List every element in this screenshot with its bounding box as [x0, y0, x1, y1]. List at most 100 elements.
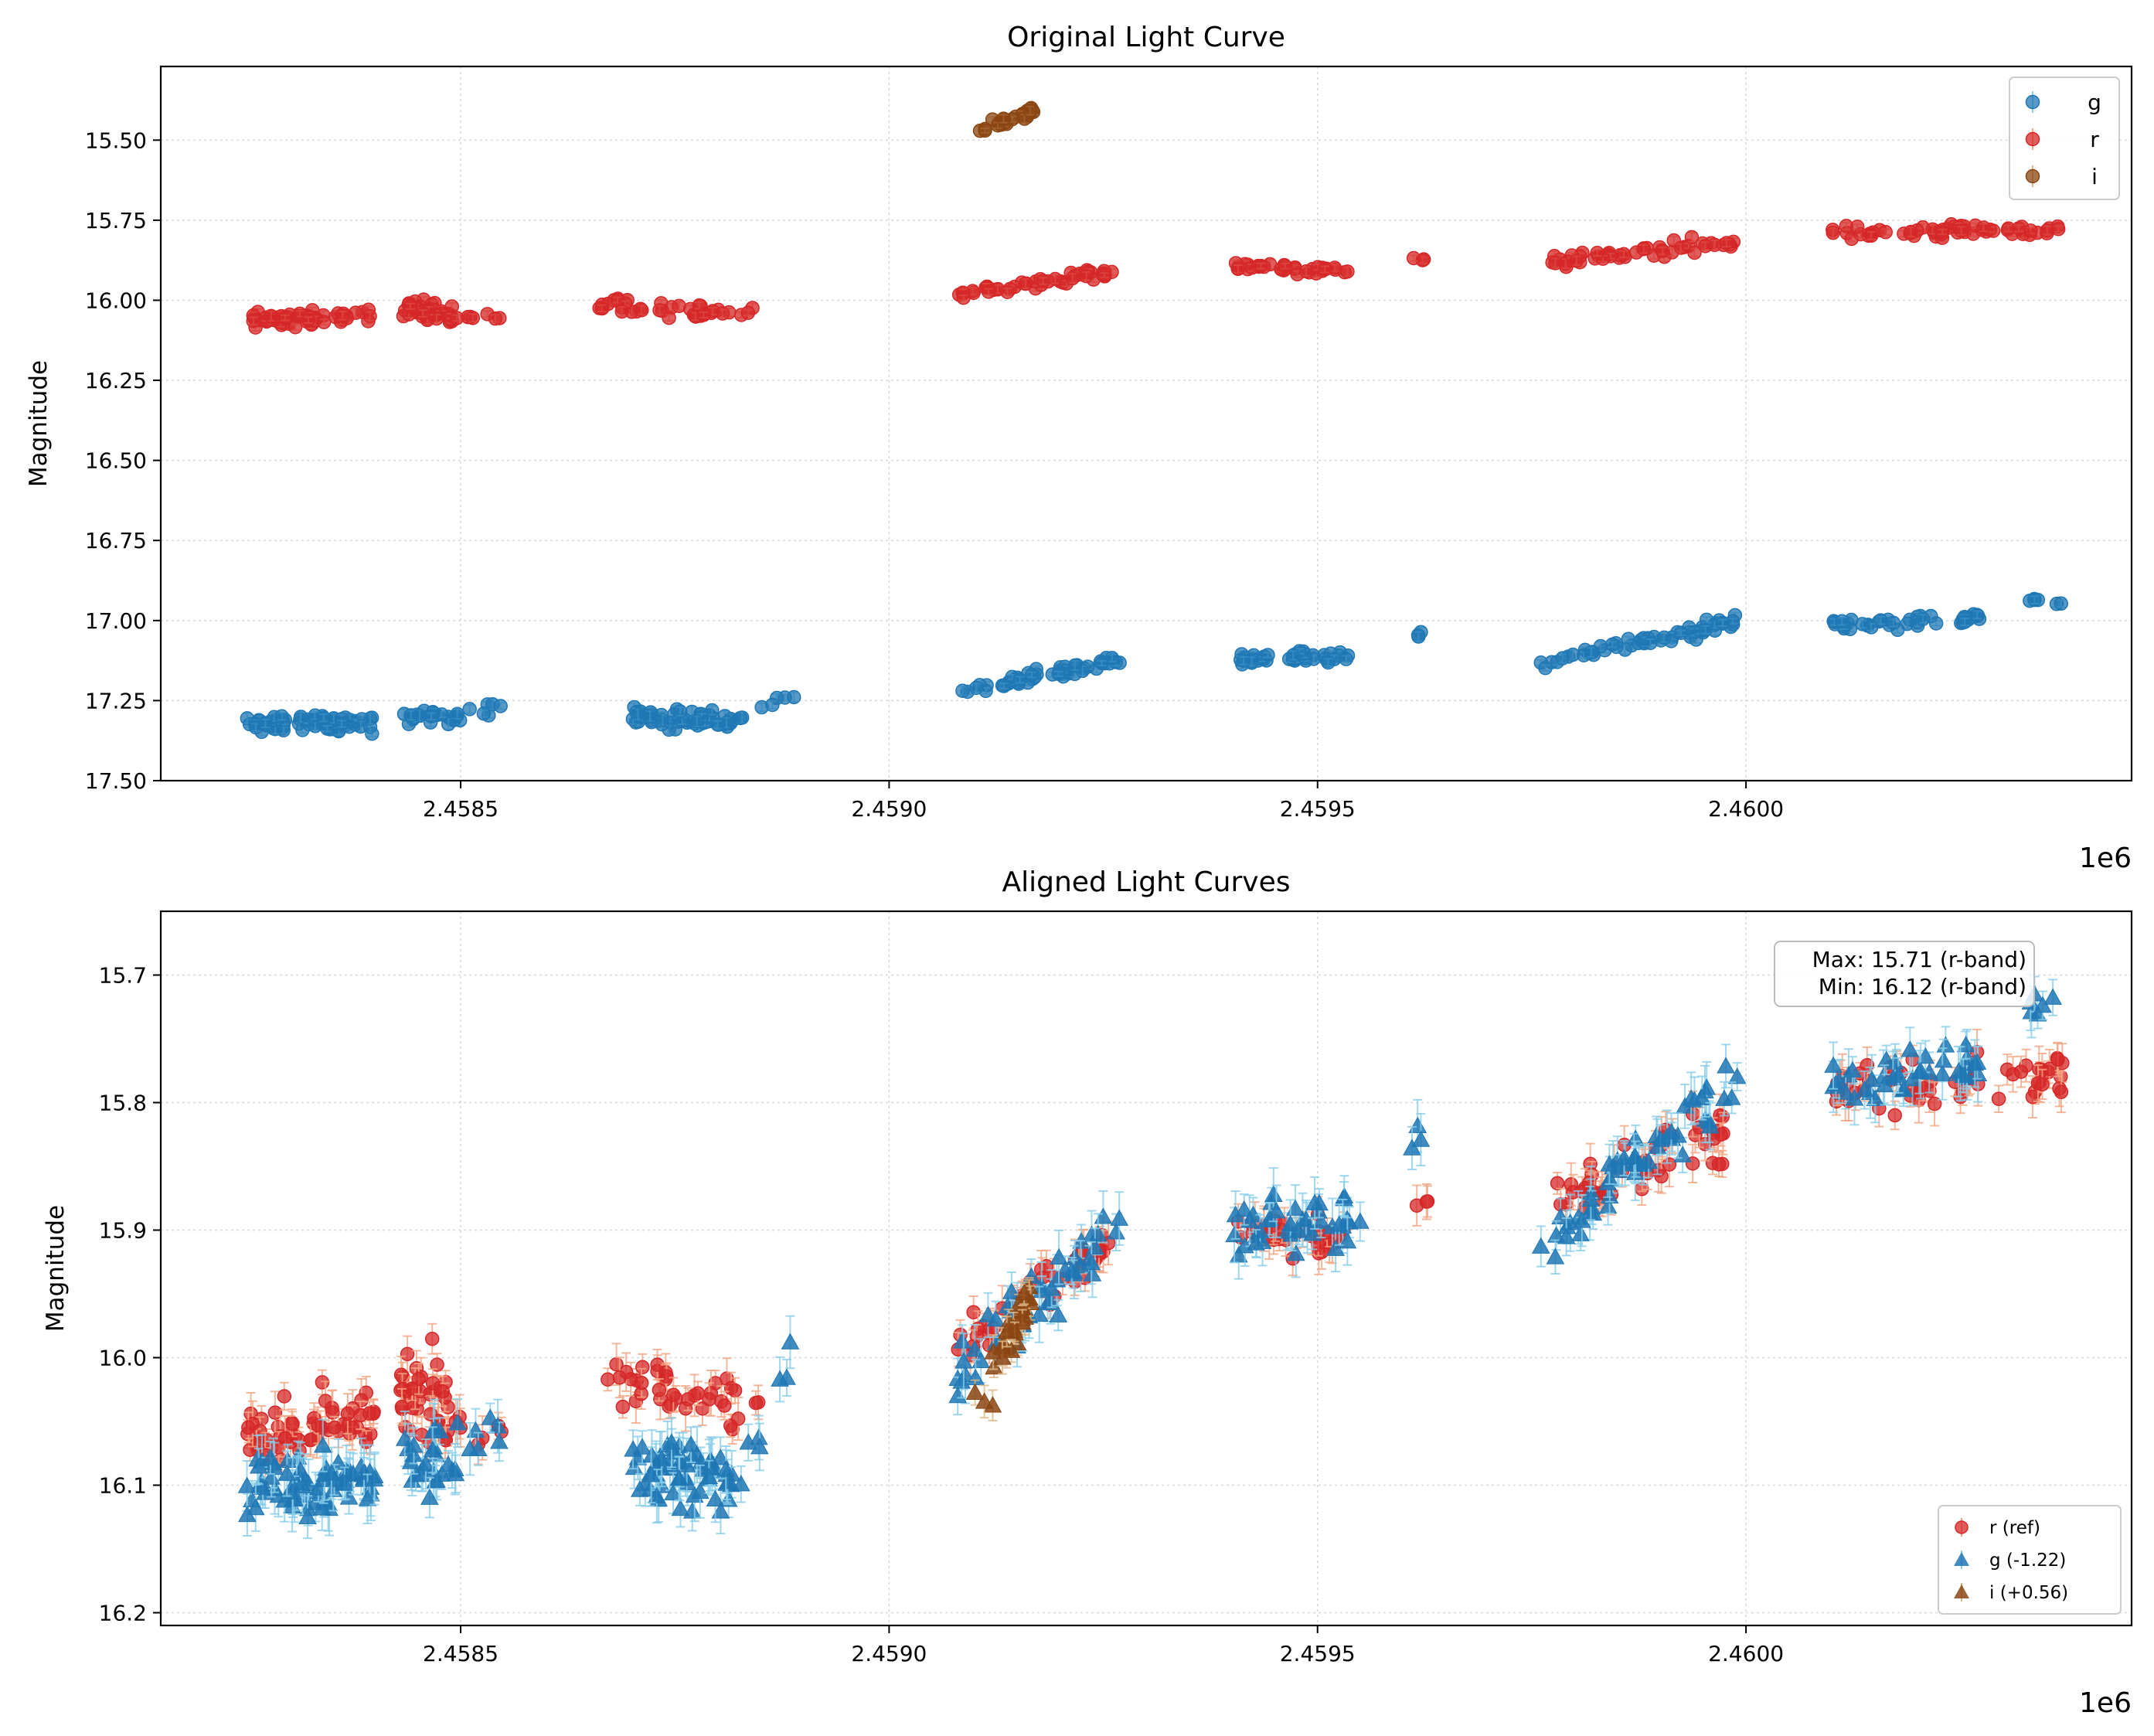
data-point [996, 679, 1012, 693]
x-tick-label: 2.4590 [851, 796, 927, 822]
data-point [1000, 284, 1015, 299]
plot-area [240, 100, 2069, 741]
data-point [727, 1383, 743, 1398]
y-axis-label: Magnitude [25, 360, 53, 487]
data-point [1636, 241, 1651, 257]
data-point [441, 717, 456, 732]
series-i [972, 100, 1041, 138]
data-point [1254, 258, 1268, 274]
data-point [647, 1486, 666, 1504]
data-point [705, 703, 720, 718]
legend: gri [2009, 77, 2120, 200]
data-point [262, 1468, 281, 1485]
legend-label: r [2090, 127, 2099, 152]
data-point [1285, 648, 1301, 663]
data-point [1261, 648, 1275, 662]
data-point [609, 1356, 624, 1372]
data-point [488, 311, 503, 326]
data-point [1935, 224, 1950, 240]
data-point [2025, 1089, 2040, 1105]
data-point [2006, 1067, 2020, 1082]
data-point [465, 311, 481, 325]
data-point [325, 1405, 340, 1420]
data-point [1687, 245, 1702, 260]
data-point [430, 1357, 444, 1372]
data-point [1886, 615, 1901, 631]
data-point [1604, 637, 1620, 652]
data-point [401, 1452, 420, 1469]
data-point [362, 308, 377, 324]
data-point [264, 308, 279, 324]
data-point [1079, 268, 1094, 284]
data-point [711, 1502, 730, 1519]
data-point [493, 699, 508, 713]
legend-marker [2025, 94, 2040, 110]
data-point [1878, 224, 1893, 240]
data-point [254, 1478, 272, 1495]
data-point [316, 315, 332, 329]
data-point [1835, 614, 1849, 629]
data-point [659, 1369, 674, 1384]
data-point [594, 301, 609, 316]
data-point [298, 1507, 317, 1525]
data-point [1976, 220, 1991, 235]
data-point [1048, 271, 1063, 287]
data-point [748, 1395, 764, 1411]
data-point [293, 710, 308, 724]
data-point [1094, 655, 1109, 671]
data-point [308, 1479, 328, 1496]
data-point [488, 1417, 507, 1434]
data-point [955, 683, 970, 698]
data-point [662, 310, 676, 325]
data-point [642, 709, 658, 723]
data-point [672, 704, 688, 719]
x-tick-label: 2.4585 [423, 796, 499, 822]
data-point [1969, 608, 1985, 622]
data-point [765, 697, 780, 713]
data-point [358, 1489, 377, 1506]
data-point [1590, 246, 1604, 260]
data-point [288, 320, 303, 335]
data-point [462, 702, 477, 717]
data-point [301, 312, 316, 328]
data-point [466, 1421, 485, 1438]
data-point [476, 706, 492, 721]
data-point [2035, 1077, 2050, 1092]
data-point [393, 1367, 409, 1382]
data-point [2054, 1084, 2069, 1099]
data-point [394, 1400, 410, 1414]
data-point [353, 719, 368, 734]
data-point [316, 710, 331, 726]
data-point [1012, 672, 1027, 687]
data-point [786, 689, 801, 705]
data-point [417, 1455, 435, 1472]
y-tick-label: 16.00 [85, 288, 147, 313]
data-point [354, 1393, 369, 1408]
data-point [1278, 259, 1293, 274]
data-point [344, 1464, 362, 1482]
data-point [681, 1392, 696, 1407]
data-point [1616, 247, 1632, 262]
data-point [966, 1305, 981, 1319]
series-g [240, 591, 2069, 741]
data-point [1569, 254, 1584, 268]
data-point [481, 1408, 500, 1425]
data-point [1036, 274, 1050, 288]
data-point [1299, 264, 1314, 279]
data-point [2027, 592, 2042, 608]
data-point [630, 1480, 649, 1497]
data-point [246, 1498, 265, 1516]
data-point [277, 1389, 292, 1404]
data-point [1711, 1157, 1727, 1172]
data-point [490, 1432, 509, 1449]
data-point [403, 708, 418, 723]
data-point [969, 680, 984, 696]
data-point [1340, 264, 1355, 279]
data-point [1065, 271, 1080, 286]
data-point [1097, 267, 1112, 283]
y-tick-label: 17.00 [85, 608, 147, 634]
ticks: 2.4585 2.4590 2.4595 2.4600 15.50 15.75 16.00 1… [85, 128, 1784, 822]
y-tick-label: 16.50 [85, 448, 147, 474]
data-point [1673, 625, 1689, 641]
data-point [1067, 658, 1083, 673]
